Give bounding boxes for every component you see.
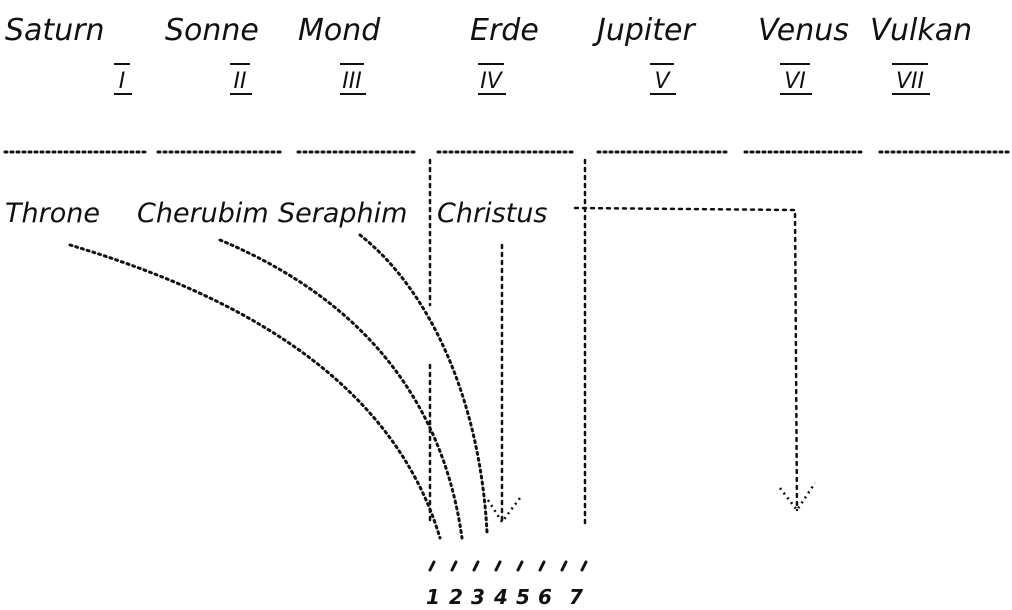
planet-jupiter: Jupiter (592, 13, 696, 48)
digit-1: 1 (426, 585, 440, 609)
planet-saturn: Saturn (5, 13, 105, 48)
numeral-5: V (654, 69, 671, 94)
numeral-6: VI (784, 69, 806, 94)
hierarchy-seraphim: Seraphim (278, 198, 407, 229)
vertical-dashed-lines (428, 158, 587, 530)
numeral-overlines (114, 63, 930, 95)
planet-erde: Erde (470, 13, 539, 48)
digit-3: 3 (471, 585, 485, 609)
hierarchy-cherubim: Cherubim (137, 198, 269, 229)
digit-4: 4 (493, 585, 508, 609)
planet-vulkan: Vulkan (870, 13, 972, 48)
planet-sonne: Sonne (165, 13, 259, 48)
hierarchy-christus: Christus (437, 198, 547, 229)
planet-venus: Venus (758, 13, 849, 48)
numeral-4: IV (480, 69, 503, 94)
hierarchy-throne: Throne (5, 198, 100, 229)
numeral-7: VII (896, 69, 924, 94)
digit-7: 7 (569, 585, 583, 609)
numeral-2: II (234, 69, 247, 94)
planet-mond: Mond (298, 13, 381, 48)
arrowheads (486, 482, 817, 525)
digit-5: 5 (516, 585, 530, 609)
christus-venus-arrow (573, 206, 799, 512)
digit-2: 2 (449, 585, 463, 609)
digit-6: 6 (538, 585, 552, 609)
numeral-3: III (342, 69, 361, 94)
hierarchy-curves (68, 233, 489, 540)
bottom-ticks (428, 560, 588, 572)
numeral-1: I (119, 69, 126, 94)
